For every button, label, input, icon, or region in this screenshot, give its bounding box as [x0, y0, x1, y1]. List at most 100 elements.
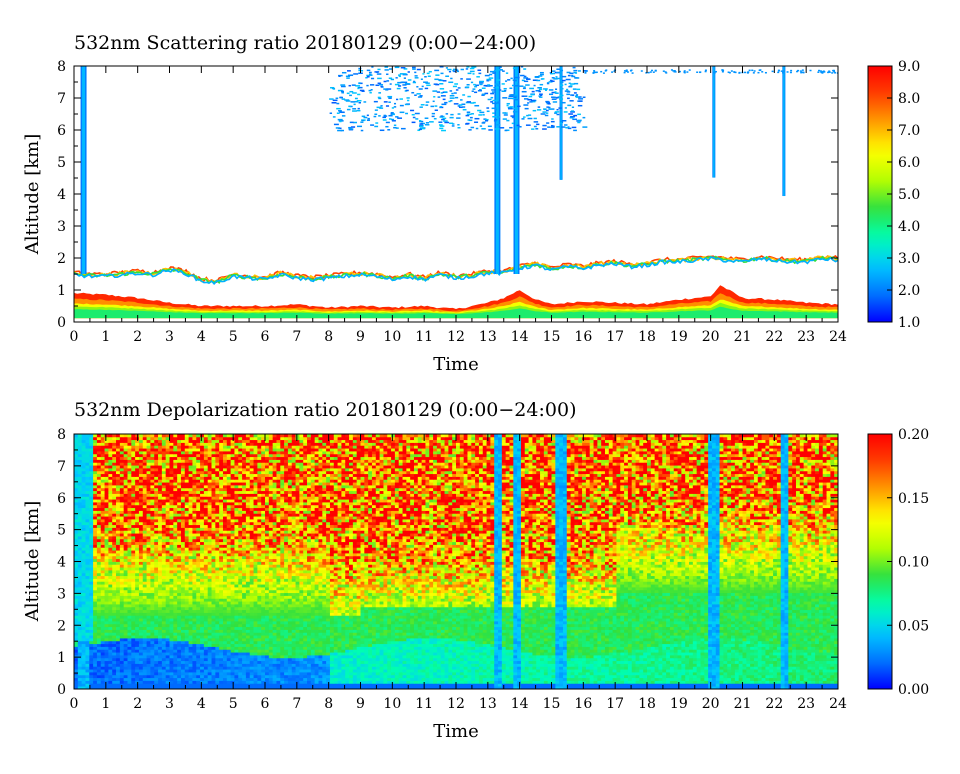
heatmap-cell [727, 655, 731, 658]
heatmap-cell [112, 683, 116, 686]
heatmap-cell [731, 678, 735, 681]
heatmap-cell [204, 666, 208, 669]
heatmap-cell [647, 669, 651, 672]
heatmap-cell [246, 652, 250, 655]
heatmap-cell [445, 664, 449, 667]
cloud-speckle [481, 128, 485, 130]
x-tick-label: 4 [197, 329, 206, 345]
cloud-speckle [684, 72, 686, 74]
heatmap-cell [246, 641, 250, 644]
heatmap-cell [448, 638, 452, 641]
heatmap-cell [750, 655, 754, 658]
heatmap-cell [689, 672, 693, 675]
heatmap-cell [769, 649, 773, 652]
heatmap-cell [445, 666, 449, 669]
heatmap-cell [116, 678, 120, 681]
heatmap-cell [540, 669, 544, 672]
heatmap-cell [78, 661, 82, 664]
heatmap-cell [509, 638, 513, 641]
heatmap-cell [361, 641, 365, 644]
heatmap-cell [483, 669, 487, 672]
cloud-speckle [470, 117, 473, 119]
heatmap-cell [578, 644, 582, 647]
heatmap-cell [815, 664, 819, 667]
heatmap-cell [246, 669, 250, 672]
heatmap-cell [674, 649, 678, 652]
heatmap-cell [227, 658, 231, 661]
heatmap-cell [785, 635, 789, 638]
heatmap-cell [204, 661, 208, 664]
heatmap-cell [781, 647, 785, 650]
heatmap-cell [318, 683, 322, 686]
heatmap-cell [498, 641, 502, 644]
heatmap-cell [383, 641, 387, 644]
heatmap-cell [655, 672, 659, 675]
cloud-speckle [523, 116, 526, 118]
heatmap-cell [383, 655, 387, 658]
heatmap-cell [743, 652, 747, 655]
cloud-speckle [489, 77, 494, 79]
heatmap-cell [433, 632, 437, 635]
heatmap-cell [349, 641, 353, 644]
cloud-speckle [392, 114, 395, 116]
heatmap-cell [723, 655, 727, 658]
heatmap-cell [307, 649, 311, 652]
heatmap-cell [574, 669, 578, 672]
heatmap-cell [773, 641, 777, 644]
heatmap-cell [678, 649, 682, 652]
heatmap-cell [78, 649, 82, 652]
heatmap-cell [238, 678, 242, 681]
heatmap-cell [792, 658, 796, 661]
cloud-speckle [340, 84, 345, 86]
heatmap-cell [559, 666, 563, 669]
cloud-speckle [390, 83, 392, 85]
heatmap-cell [731, 647, 735, 650]
heatmap-cell [704, 641, 708, 644]
heatmap-cell [632, 669, 636, 672]
heatmap-cell [361, 669, 365, 672]
heatmap-cell [231, 649, 235, 652]
colorbar-tick-label: 3.0 [898, 251, 920, 267]
heatmap-cell [139, 666, 143, 669]
cloud-speckle [408, 71, 410, 73]
heatmap-cell [674, 681, 678, 684]
heatmap-cell [429, 649, 433, 652]
heatmap-cell [368, 649, 372, 652]
heatmap-cell [674, 647, 678, 650]
heatmap-cell [548, 644, 552, 647]
heatmap-cell [78, 638, 82, 641]
heatmap-cell [700, 669, 704, 672]
heatmap-cell [467, 649, 471, 652]
heatmap-cell [521, 638, 525, 641]
heatmap-cell [567, 669, 571, 672]
heatmap-cell [781, 635, 785, 638]
heatmap-cell [357, 632, 361, 635]
heatmap-cell [632, 655, 636, 658]
heatmap-cell [636, 666, 640, 669]
heatmap-cell [616, 652, 620, 655]
heatmap-cell [647, 675, 651, 678]
heatmap-cell [303, 675, 307, 678]
cloud-speckle [553, 101, 557, 103]
heatmap-cell [315, 644, 319, 647]
cloud-speckle [568, 128, 572, 130]
cloud-speckle [831, 72, 833, 74]
heatmap-cell [418, 632, 422, 635]
heatmap-cell [590, 681, 594, 684]
heatmap-cell [796, 672, 800, 675]
cloud-speckle [457, 124, 459, 126]
heatmap-cell [185, 647, 189, 650]
heatmap-cell [147, 678, 151, 681]
heatmap-cell [227, 655, 231, 658]
cloud-speckle [573, 70, 577, 72]
cloud-speckle [386, 122, 390, 124]
heatmap-cell [311, 681, 315, 684]
heatmap-cell [89, 664, 93, 667]
heatmap-cell [689, 632, 693, 635]
heatmap-cell [192, 664, 196, 667]
heatmap-cell [185, 658, 189, 661]
heatmap-cell [800, 644, 804, 647]
heatmap-cell [525, 658, 529, 661]
heatmap-cell [823, 681, 827, 684]
heatmap-cell [658, 681, 662, 684]
